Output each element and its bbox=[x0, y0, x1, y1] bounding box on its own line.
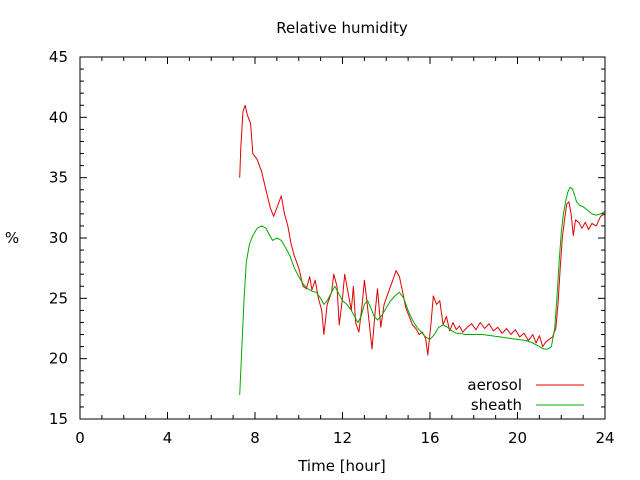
x-tick-label: 0 bbox=[75, 429, 85, 447]
y-tick-label: 45 bbox=[49, 48, 68, 66]
series-lines bbox=[239, 104, 606, 395]
y-axis-label: % bbox=[5, 229, 19, 247]
legend-label-sheath: sheath bbox=[471, 396, 522, 414]
x-tick-label: 8 bbox=[250, 429, 260, 447]
x-tick-label: 24 bbox=[595, 429, 614, 447]
axis-ticks: 0 4 8 12 16 20 24 15 20 25 30 35 40 45 bbox=[49, 48, 615, 447]
legend-label-aerosol: aerosol bbox=[467, 376, 522, 394]
series-line-sheath bbox=[239, 186, 606, 395]
x-axis-label: Time [hour] bbox=[297, 457, 386, 475]
x-tick-label: 4 bbox=[163, 429, 173, 447]
y-tick-label: 40 bbox=[49, 108, 68, 126]
y-tick-label: 25 bbox=[49, 289, 68, 307]
series-line-aerosol bbox=[239, 104, 606, 356]
x-tick-label: 12 bbox=[333, 429, 352, 447]
y-tick-label: 15 bbox=[49, 410, 68, 428]
x-tick-label: 20 bbox=[508, 429, 527, 447]
legend: aerosol sheath bbox=[467, 376, 584, 414]
y-tick-label: 35 bbox=[49, 169, 68, 187]
x-tick-label: 16 bbox=[420, 429, 439, 447]
chart-title: Relative humidity bbox=[276, 19, 408, 37]
y-tick-label: 20 bbox=[49, 350, 68, 368]
y-tick-label: 30 bbox=[49, 229, 68, 247]
plot-frame bbox=[79, 56, 606, 420]
